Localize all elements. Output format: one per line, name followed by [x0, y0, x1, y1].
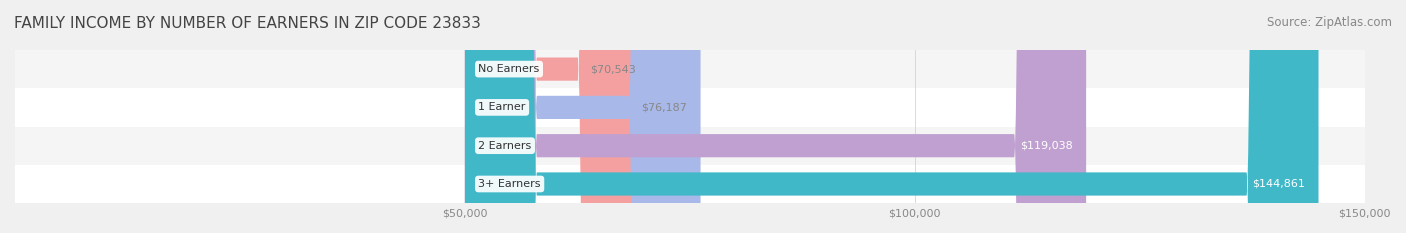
Text: 1 Earner: 1 Earner [478, 102, 526, 112]
Text: $119,038: $119,038 [1019, 141, 1073, 151]
Bar [15, 88, 1365, 127]
Text: $144,861: $144,861 [1253, 179, 1305, 189]
Bar [15, 50, 1365, 88]
Bar [15, 165, 1365, 203]
Text: FAMILY INCOME BY NUMBER OF EARNERS IN ZIP CODE 23833: FAMILY INCOME BY NUMBER OF EARNERS IN ZI… [14, 16, 481, 31]
FancyBboxPatch shape [465, 0, 1087, 233]
Bar [15, 127, 1365, 165]
Text: No Earners: No Earners [478, 64, 540, 74]
Text: 3+ Earners: 3+ Earners [478, 179, 541, 189]
Text: $76,187: $76,187 [641, 102, 688, 112]
Text: 2 Earners: 2 Earners [478, 141, 531, 151]
FancyBboxPatch shape [465, 0, 1319, 233]
Text: Source: ZipAtlas.com: Source: ZipAtlas.com [1267, 16, 1392, 29]
FancyBboxPatch shape [465, 0, 650, 233]
FancyBboxPatch shape [465, 0, 700, 233]
Text: $70,543: $70,543 [591, 64, 637, 74]
